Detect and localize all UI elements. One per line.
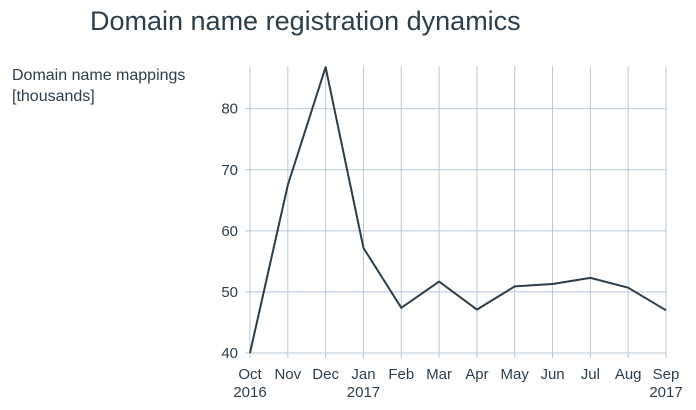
x-tick-label: Jul [581,366,600,383]
x-tick-label: Oct [238,366,262,383]
chart-title: Domain name registration dynamics [90,6,521,36]
y-tick-label: 50 [221,284,238,301]
y-tick-label: 80 [221,101,238,118]
x-tick-year-label: 2016 [233,384,266,401]
x-tick-label: Jan [351,366,375,383]
x-tick-label: Nov [274,366,301,383]
x-tick-label: Mar [426,366,452,383]
x-tick-label: Dec [312,366,339,383]
y-axis-label: Domain name mappings [thousands] [12,65,185,107]
x-tick-label: Aug [615,366,642,383]
y-tick-label: 70 [221,162,238,179]
x-tick-label: May [501,366,530,383]
x-tick-label: Feb [388,366,414,383]
y-axis-label-line-2: [thousands] [12,88,95,105]
x-tick-year-label: 2017 [347,384,380,401]
x-tick-year-label: 2017 [649,384,682,401]
x-tick-label: Apr [465,366,488,383]
y-tick-label: 40 [221,345,238,362]
x-tick-label: Jun [540,366,564,383]
y-tick-label: 60 [221,223,238,240]
y-axis-label-line-1: Domain name mappings [12,67,186,84]
x-tick-label: Sep [653,366,680,383]
series-line [249,66,667,354]
